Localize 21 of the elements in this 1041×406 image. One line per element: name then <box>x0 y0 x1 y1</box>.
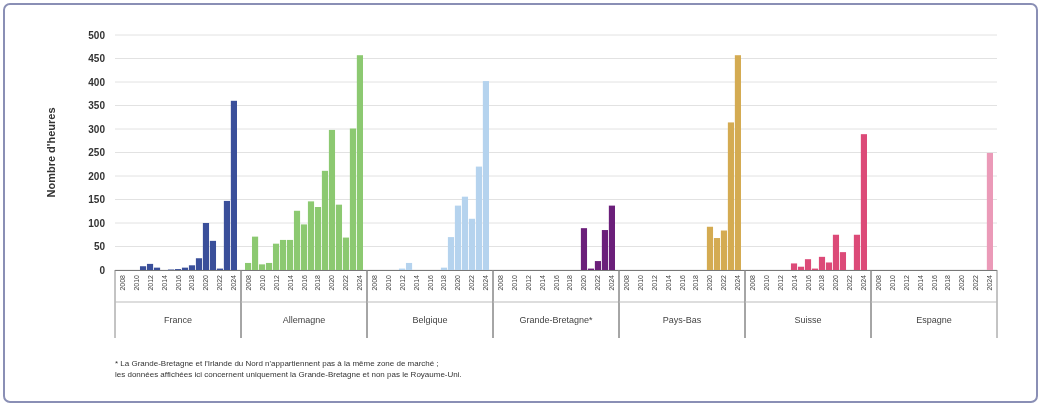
y-tick-label: 100 <box>88 217 106 229</box>
y-tick-label: 300 <box>88 123 106 135</box>
y-tick-label: 250 <box>88 147 106 159</box>
text: * La Grande-Bretagne et l'Irlande du Nord n'appartiennent pas à la même zone de marché ; <box>115 359 439 368</box>
x-axis-title: Allemagne <box>282 315 326 325</box>
y-tick-label: 450 <box>88 53 106 65</box>
x-axis-title: Suisse <box>794 315 822 325</box>
x-axis-title: Grande-Bretagne* <box>519 315 594 325</box>
x-axis-title: France <box>163 315 193 325</box>
text: les données affichées ici concernent uniquement la Grande-Bretagne et non pas le Royaume-Uni. <box>115 370 462 379</box>
y-tick-label: 500 <box>88 29 106 41</box>
y-tick-label: 200 <box>88 170 106 182</box>
y-tick-label: 400 <box>88 76 106 88</box>
y-tick-label: 0 <box>99 264 106 276</box>
y-tick-label: 350 <box>88 100 106 112</box>
x-axis-title: Espagne <box>916 315 952 325</box>
y-tick-label: 50 <box>93 241 106 253</box>
x-axis-title: Pays-Bas <box>662 315 702 325</box>
x-axis-title: Belgique <box>412 315 448 325</box>
y-axis-title: Nombre d'heures <box>45 107 57 198</box>
y-tick-label: 150 <box>88 194 106 206</box>
